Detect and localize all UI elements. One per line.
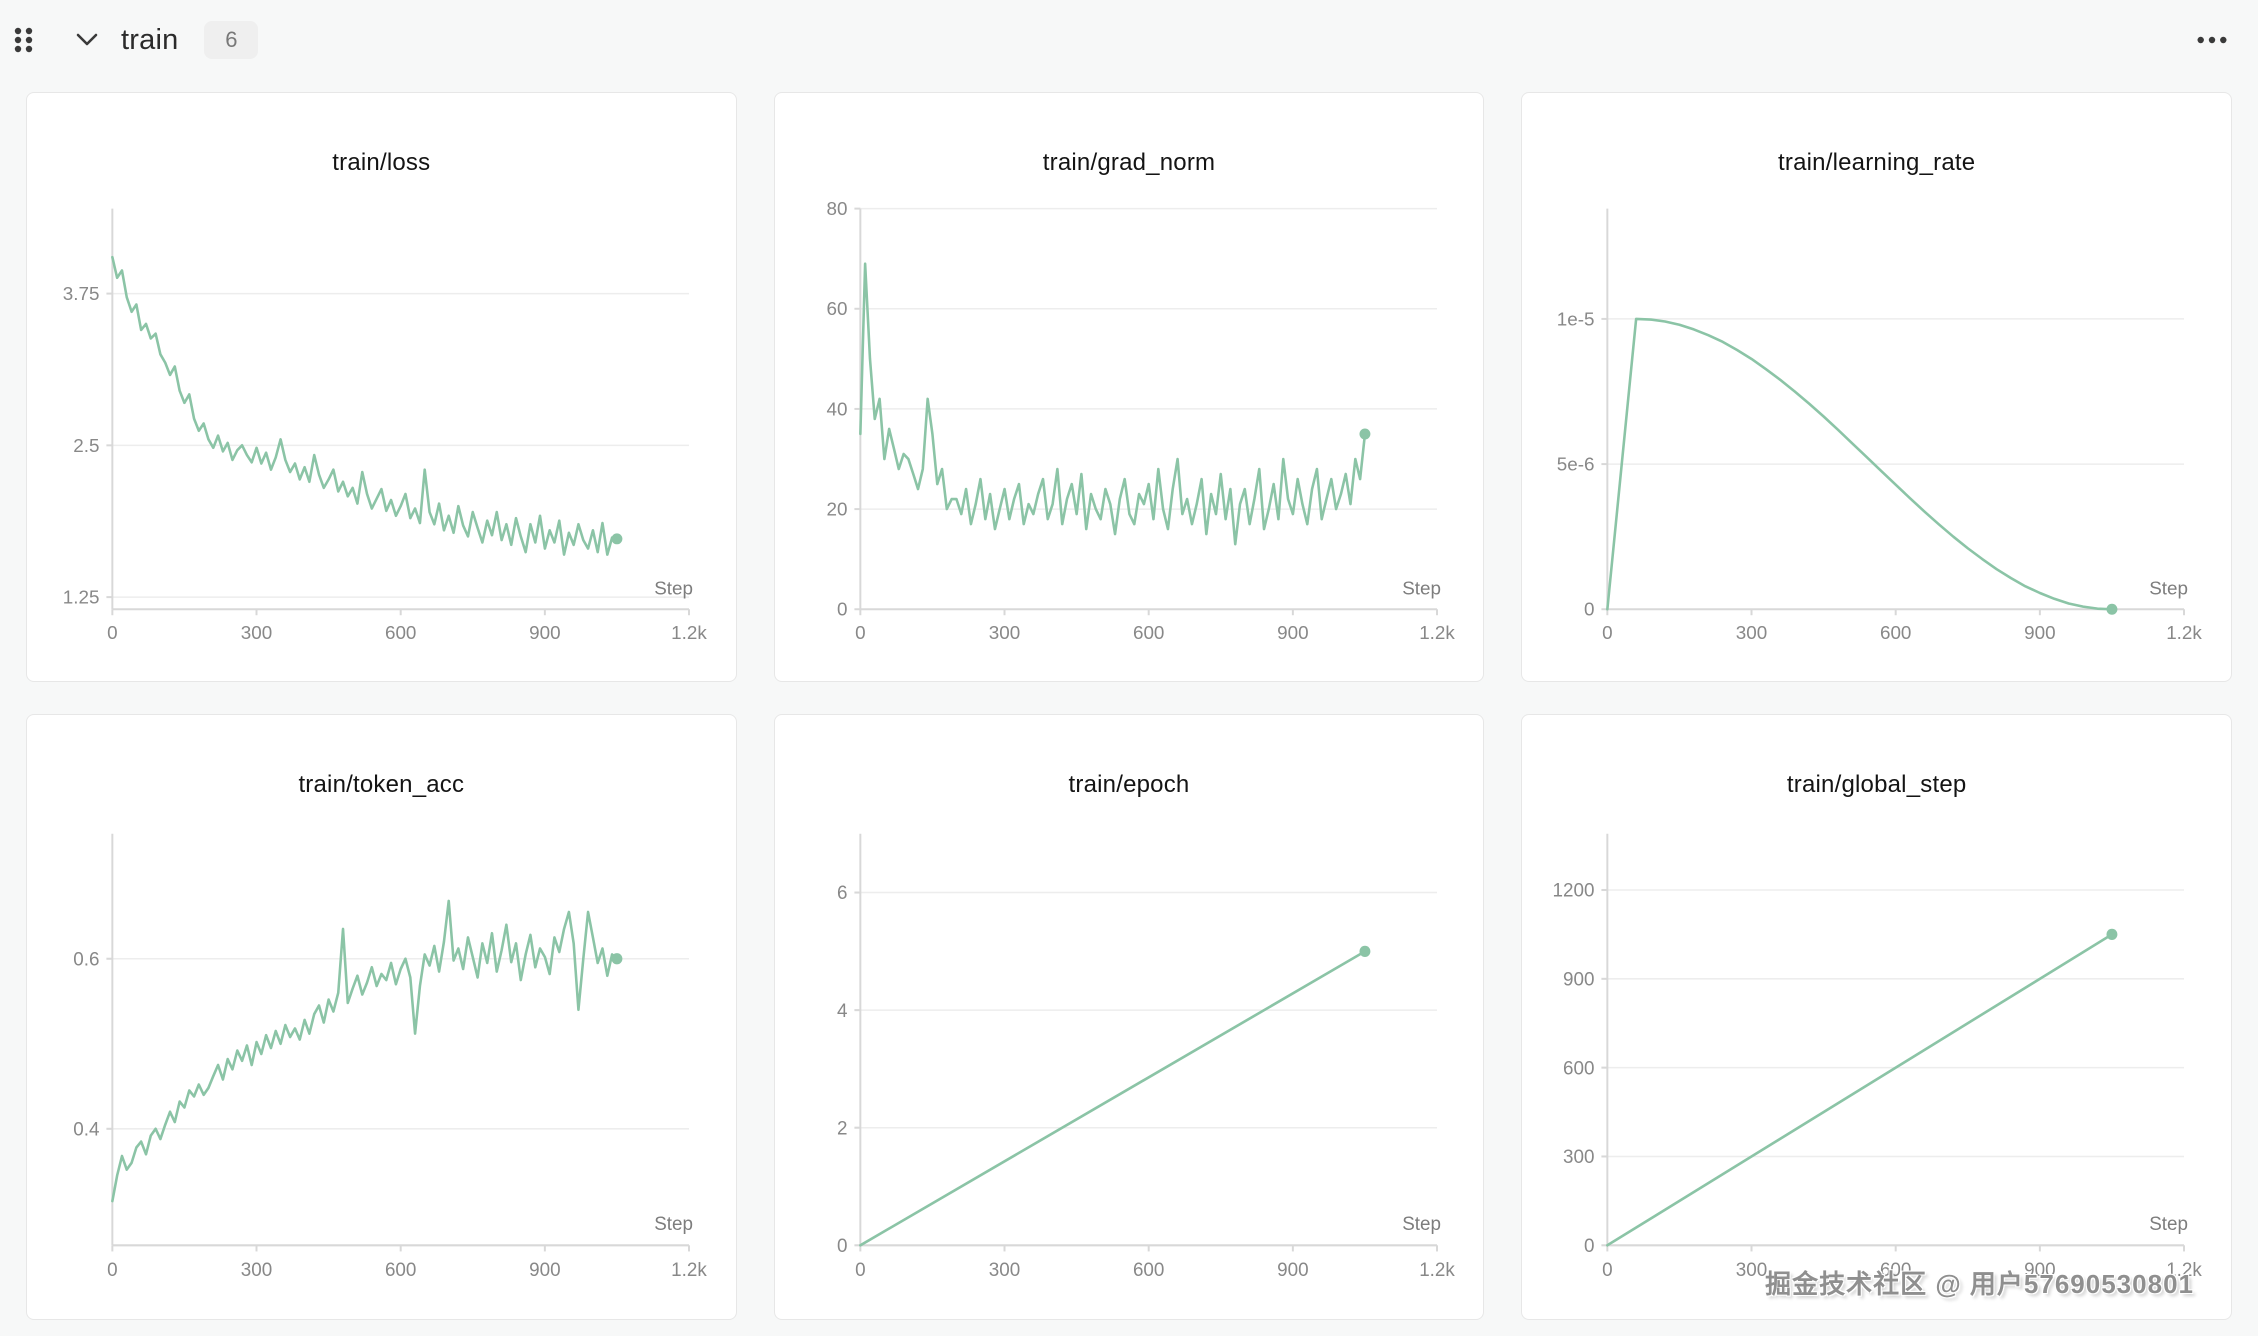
chart-card-train-loss[interactable]: train/loss 1.25 2.5 3.75 0 300 600 900 1.2k Step [26,92,737,682]
svg-text:0: 0 [837,1236,847,1257]
svg-text:600: 600 [1880,623,1911,644]
svg-text:600: 600 [1563,1058,1594,1079]
svg-text:1e-5: 1e-5 [1557,309,1595,330]
svg-text:80: 80 [826,199,847,220]
chart-card-train-learning-rate[interactable]: train/learning_rate 0 5e-6 1e-5 0 300 600 900 1… [1521,92,2232,682]
charts-grid: train/loss 1.25 2.5 3.75 0 300 600 900 1.2k Step… [26,92,2232,1320]
chart-plot[interactable]: 1.25 2.5 3.75 0 300 600 900 1.2k Step [27,93,736,681]
chart-title: train/token_acc [298,771,465,798]
svg-text:6: 6 [837,883,847,904]
svg-text:900: 900 [1277,623,1308,644]
svg-text:600: 600 [1880,1260,1911,1281]
svg-text:5e-6: 5e-6 [1557,455,1595,476]
section-header: train 6 [0,0,2258,80]
svg-text:0.4: 0.4 [73,1119,100,1140]
chart-plot[interactable]: 0 20 40 60 80 0 300 600 900 1.2k Step [775,93,1484,681]
svg-text:0: 0 [1584,1236,1594,1257]
svg-text:600: 600 [385,1260,416,1281]
svg-text:4: 4 [837,1001,848,1022]
chart-title: train/grad_norm [1042,149,1216,176]
svg-text:300: 300 [988,1260,1019,1281]
chart-card-train-global-step[interactable]: train/global_step 0 300 600 900 1200 0 300 600 9… [1521,714,2232,1320]
svg-text:1.2k: 1.2k [671,623,707,644]
chart-title: train/learning_rate [1778,149,1976,176]
svg-text:300: 300 [988,623,1019,644]
chart-title: train/epoch [1068,771,1190,798]
chart-title: train/loss [332,149,431,176]
svg-text:900: 900 [2024,1260,2055,1281]
svg-text:1.2k: 1.2k [2167,1260,2203,1281]
svg-text:0: 0 [837,600,847,621]
svg-text:300: 300 [1736,623,1767,644]
svg-text:0: 0 [107,623,117,644]
svg-text:1.2k: 1.2k [1419,623,1455,644]
collapse-chevron-down-icon[interactable] [75,32,99,48]
svg-text:300: 300 [1563,1147,1594,1168]
svg-text:300: 300 [241,1260,272,1281]
svg-text:600: 600 [385,623,416,644]
svg-text:900: 900 [1563,969,1594,990]
svg-text:1.2k: 1.2k [2167,623,2203,644]
drag-handle-icon[interactable] [13,26,35,54]
svg-text:1200: 1200 [1553,880,1595,901]
svg-text:0.6: 0.6 [73,949,99,970]
svg-text:Step: Step [2150,1214,2189,1235]
svg-text:40: 40 [826,399,847,420]
svg-text:1.2k: 1.2k [671,1260,707,1281]
ellipsis-icon [2197,36,2227,44]
svg-text:Step: Step [654,1214,693,1235]
chart-title: train/global_step [1786,771,1967,798]
chart-plot[interactable]: 0 2 4 6 0 300 600 900 1.2k Step [775,715,1484,1319]
svg-text:0: 0 [1602,623,1612,644]
chart-card-train-token-acc[interactable]: train/token_acc 0.4 0.6 0 300 600 900 1.2k Step [26,714,737,1320]
section-title: train [121,23,179,56]
chart-count-badge: 6 [204,21,259,59]
chart-card-train-grad-norm[interactable]: train/grad_norm 0 20 40 60 80 0 300 600 900 1.2k S… [773,92,1485,682]
chart-plot[interactable]: 0.4 0.6 0 300 600 900 1.2k Step [27,715,736,1319]
svg-text:2: 2 [837,1118,847,1139]
svg-text:Step: Step [654,578,693,599]
svg-text:20: 20 [826,500,847,521]
svg-text:2.5: 2.5 [73,436,99,457]
chart-plot[interactable]: 0 300 600 900 1200 0 300 600 900 1.2k Step [1522,715,2231,1319]
svg-text:600: 600 [1133,1260,1164,1281]
svg-text:900: 900 [2024,623,2055,644]
chart-card-train-epoch[interactable]: train/epoch 0 2 4 6 0 300 600 900 1.2k Step [773,714,1485,1320]
svg-text:3.75: 3.75 [63,284,100,305]
more-options-button[interactable] [2190,22,2234,58]
svg-text:1.25: 1.25 [63,588,100,609]
svg-text:900: 900 [1277,1260,1308,1281]
svg-text:0: 0 [1584,600,1594,621]
svg-text:900: 900 [529,623,560,644]
svg-text:Step: Step [2150,578,2189,599]
svg-text:300: 300 [241,623,272,644]
svg-text:300: 300 [1736,1260,1767,1281]
svg-text:1.2k: 1.2k [1419,1260,1455,1281]
svg-text:Step: Step [1402,578,1441,599]
svg-text:0: 0 [107,1260,117,1281]
svg-text:900: 900 [529,1260,560,1281]
svg-text:0: 0 [855,623,865,644]
svg-text:Step: Step [1402,1214,1441,1235]
svg-text:0: 0 [855,1260,865,1281]
chart-plot[interactable]: 0 5e-6 1e-5 0 300 600 900 1.2k Step [1522,93,2231,681]
svg-text:0: 0 [1602,1260,1612,1281]
svg-text:600: 600 [1133,623,1164,644]
svg-text:60: 60 [826,299,847,320]
